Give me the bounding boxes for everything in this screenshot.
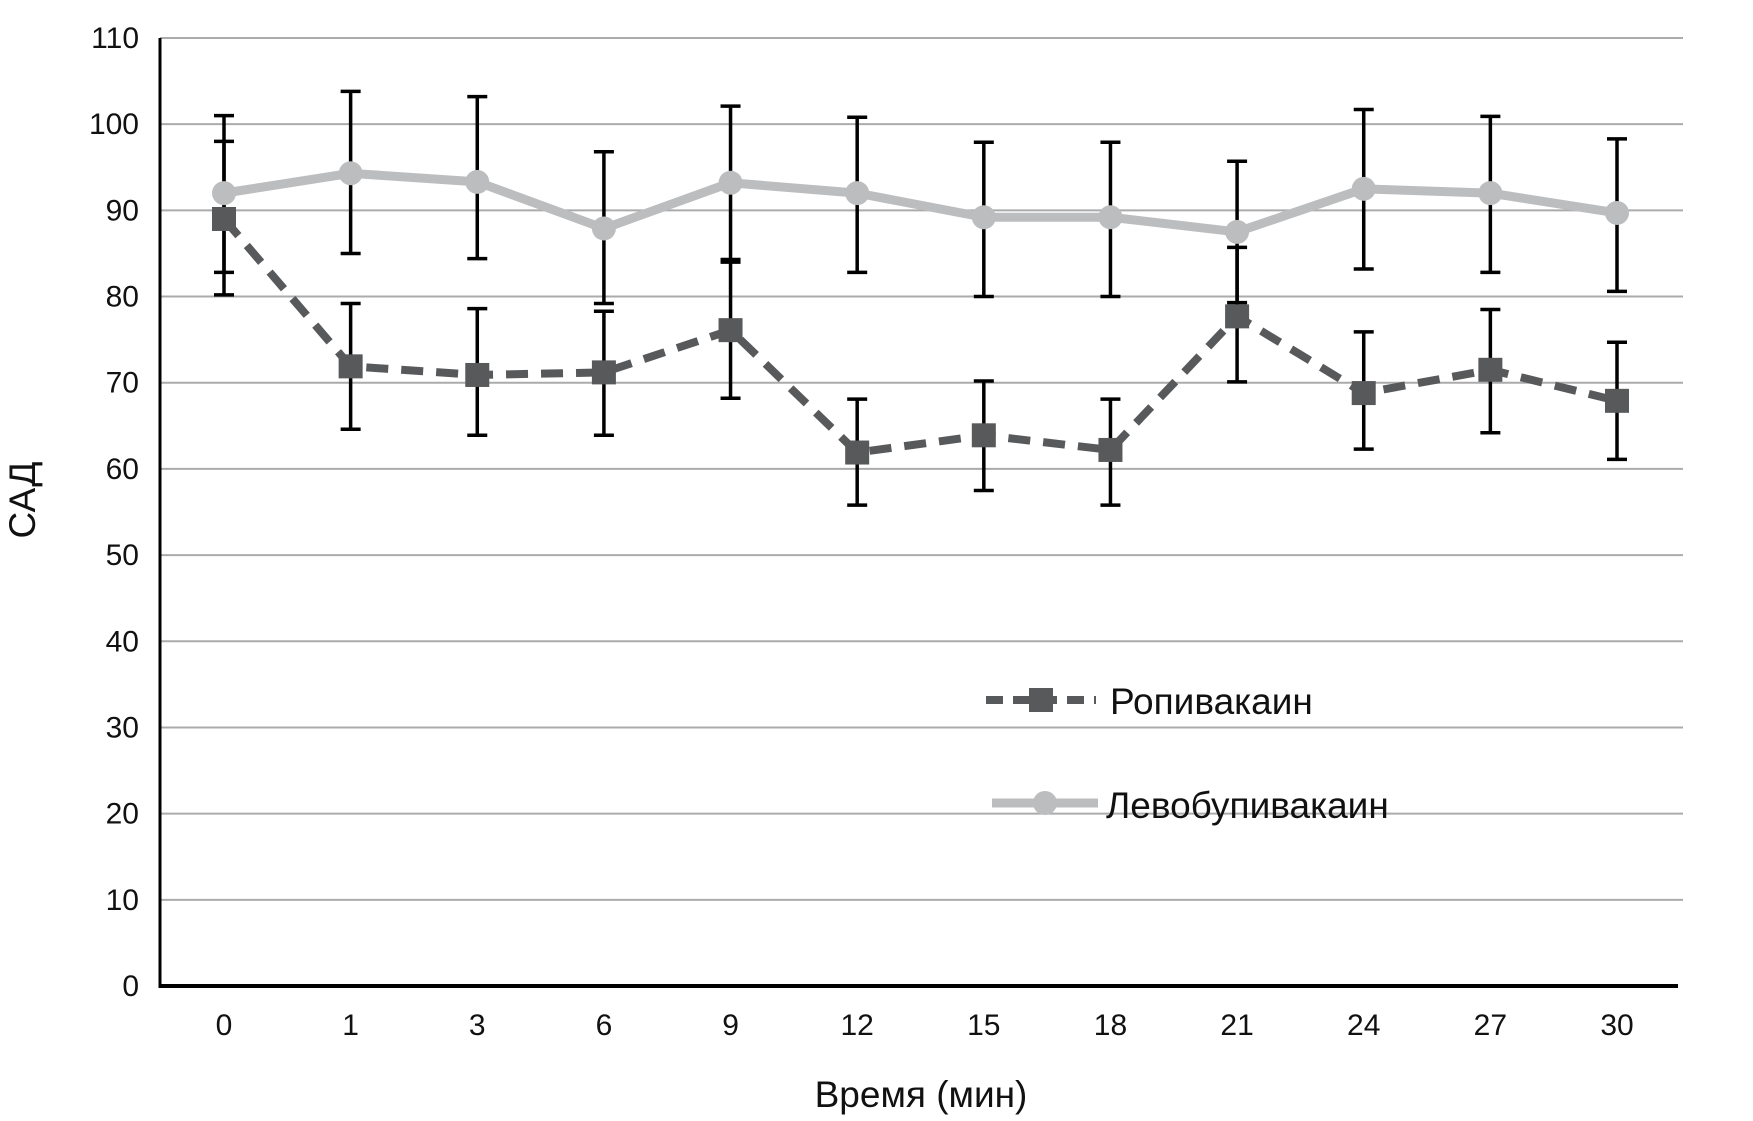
x-tick-label: 18 bbox=[1094, 1009, 1127, 1042]
series-ropivacaine bbox=[212, 206, 1629, 465]
series-line bbox=[220, 216, 1618, 457]
x-tick-label: 1 bbox=[342, 1009, 359, 1042]
y-tick-label: 0 bbox=[122, 970, 139, 1003]
error-bar bbox=[214, 113, 234, 297]
x-tick-label: 15 bbox=[967, 1009, 1000, 1042]
y-tick-label: 10 bbox=[106, 884, 139, 917]
data-point-square bbox=[465, 362, 490, 387]
data-point-circle bbox=[1605, 200, 1629, 225]
data-point-circle bbox=[591, 216, 616, 241]
data-point-square bbox=[718, 318, 743, 343]
legend-symbol-dashed-square bbox=[986, 688, 1096, 712]
x-tick-label: 12 bbox=[840, 1009, 873, 1042]
x-tick-label: 21 bbox=[1220, 1009, 1253, 1042]
x-tick-label: 0 bbox=[216, 1009, 233, 1042]
data-point-square bbox=[591, 360, 616, 385]
data-point-circle bbox=[1098, 205, 1123, 230]
x-tick-label: 9 bbox=[722, 1009, 739, 1042]
y-tick-label: 40 bbox=[106, 625, 139, 658]
error-bars bbox=[214, 89, 1627, 507]
y-tick-label: 110 bbox=[91, 22, 139, 55]
data-point-square bbox=[1351, 381, 1376, 406]
data-point-square bbox=[1605, 388, 1629, 413]
y-tick-label: 70 bbox=[106, 367, 139, 400]
legend-marker-circle bbox=[1033, 791, 1057, 815]
y-tick-labels: 0 10 20 30 40 50 60 70 80 90 100 110 bbox=[89, 22, 139, 1003]
data-point-square bbox=[845, 440, 870, 465]
y-tick-label: 80 bbox=[106, 281, 139, 314]
data-point-square bbox=[212, 206, 236, 231]
legend-marker-square bbox=[1029, 688, 1053, 712]
legend-item-levobupivacaine: Левобупивакаин bbox=[992, 785, 1389, 826]
legend-label-levobupivacaine: Левобупивакаин bbox=[1106, 785, 1389, 826]
x-tick-labels: 0 1 3 6 9 12 15 18 21 24 27 30 bbox=[216, 1009, 1634, 1042]
data-point-circle bbox=[971, 205, 996, 230]
x-tick-label: 30 bbox=[1600, 1009, 1633, 1042]
y-tick-label: 90 bbox=[106, 194, 139, 227]
y-tick-label: 30 bbox=[106, 711, 139, 744]
y-tick-label: 100 bbox=[89, 108, 139, 141]
data-point-circle bbox=[1351, 176, 1376, 201]
data-point-circle bbox=[845, 181, 870, 206]
data-point-circle bbox=[465, 169, 490, 194]
legend-symbol-solid-circle bbox=[992, 791, 1098, 815]
data-point-circle bbox=[718, 170, 743, 195]
data-point-circle bbox=[1478, 181, 1503, 206]
gridlines bbox=[160, 37, 1683, 901]
data-point-circle bbox=[212, 181, 236, 206]
data-point-square bbox=[971, 423, 996, 448]
x-tick-label: 6 bbox=[596, 1009, 613, 1042]
data-point-square bbox=[338, 354, 363, 379]
x-tick-label: 27 bbox=[1474, 1009, 1507, 1042]
y-tick-label: 50 bbox=[106, 539, 139, 572]
series-levobupivacaine bbox=[212, 161, 1629, 244]
y-axis-title: САД bbox=[2, 462, 43, 539]
series-line bbox=[223, 168, 1618, 237]
data-point-circle bbox=[338, 161, 363, 186]
y-tick-label: 20 bbox=[106, 798, 139, 831]
x-tick-label: 24 bbox=[1347, 1009, 1380, 1042]
data-point-circle bbox=[1225, 219, 1250, 244]
data-point-square bbox=[1098, 437, 1123, 462]
legend-item-ropivacaine: Ропивакаин bbox=[986, 681, 1313, 722]
x-axis-title: Время (мин) bbox=[815, 1074, 1028, 1115]
data-point-square bbox=[1225, 304, 1250, 329]
legend-label-ropivacaine: Ропивакаин bbox=[1110, 681, 1313, 722]
y-tick-label: 60 bbox=[106, 453, 139, 486]
data-point-square bbox=[1478, 357, 1503, 382]
series bbox=[212, 161, 1629, 465]
legend: Ропивакаин Левобупивакаин bbox=[986, 681, 1389, 826]
x-tick-label: 3 bbox=[469, 1009, 486, 1042]
